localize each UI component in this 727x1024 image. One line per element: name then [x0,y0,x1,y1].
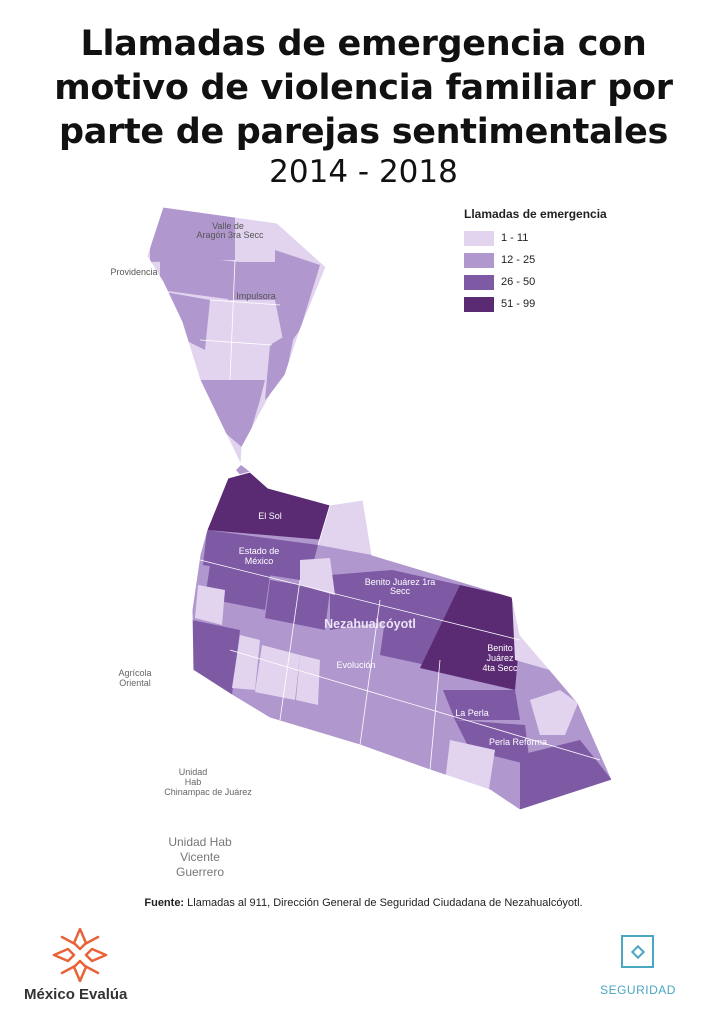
label-chinampac-line1: Unidad [179,767,208,777]
legend-swatch [464,296,494,312]
star-logo-icon [52,927,108,983]
map-legend: Llamadas de emergencia 1 - 11 12 - 25 26… [464,207,607,315]
seguridad-icon[interactable] [621,935,654,968]
zone-perla-reforma [455,720,530,765]
title-line-1: Llamadas de emergencia con [80,24,647,64]
label-vicente-line3: Guerrero [176,865,224,879]
legend-item: 51 - 99 [464,293,607,315]
zone-light-2 [255,645,300,700]
legend-swatch [464,274,494,290]
zone-south-tail [190,380,265,450]
zone-northwest [165,292,210,350]
zone-southwest [192,620,240,695]
label-chinampac-line3: Chinampac de Juárez [164,787,252,797]
zone-estado-mexico [203,530,318,580]
label-benito1-line2: Secc [390,586,411,596]
chart-subtitle: 2014 - 2018 [269,154,458,190]
zone-central-west [265,580,330,630]
zone-east-strip [265,330,295,400]
legend-swatch [464,252,494,268]
zone-light-3 [296,655,320,705]
zone-light-6 [530,690,578,735]
label-perla-reforma: Perla Reforma [489,737,547,747]
zone-light-5 [195,585,225,625]
legend-item: 1 - 11 [464,227,607,249]
legend-label: 51 - 99 [501,298,536,310]
legend-item: 26 - 50 [464,271,607,293]
label-el-sol: El Sol [258,511,282,521]
section-label[interactable]: SEGURIDAD [600,983,676,997]
zone-benito-juarez-4 [420,585,520,690]
legend-label: 1 - 11 [501,232,529,244]
south-outline [191,471,613,811]
label-benito4-line2: Juárez [486,653,514,663]
label-evolucion: Evolución [336,660,375,670]
zone-providencia [160,255,240,300]
label-vicente-line1: Unidad Hab [168,835,232,849]
south-region [192,472,612,810]
label-nezahualcoyotl: Nezahualcóyotl [324,617,416,631]
legend-label: 12 - 25 [501,254,536,266]
label-providencia: Providencia [110,267,157,277]
zone-el-sol [207,472,330,540]
label-agricola-line2: Oriental [119,678,151,688]
zone-light-4 [300,558,335,595]
label-benito1-line1: Benito Juárez 1ra [365,577,436,587]
label-estado-line2: México [245,556,274,566]
label-chinampac-line2: Hab [185,777,202,787]
zone-benito-juarez-1 [330,570,395,630]
source-text: Llamadas al 911, Dirección General de Se… [187,897,583,909]
north-region [147,207,326,465]
label-la-perla: La Perla [455,708,489,718]
label-agricola-line1: Agrícola [118,668,151,678]
zone-southeast-tip [520,740,612,810]
label-estado-line1: Estado de [239,546,280,556]
zone-valle-aragon [150,207,235,262]
label-benito4-line3: 4ta Secc [482,663,518,673]
north-outline [146,206,327,467]
zone-light-1 [232,635,260,690]
label-vicente-line2: Vicente [180,850,220,864]
zone-northeast [275,250,320,350]
title-line-3: parte de parejas sentimentales [58,112,669,152]
brand-name: México Evalúa [24,986,128,1003]
label-impulsora: Impulsora [236,291,276,301]
title-line-2: motivo de violencia familiar por [54,68,673,108]
choropleth-map: Valle de Aragón 3ra Secc Providencia Imp… [0,190,727,890]
legend-swatch [464,230,494,246]
label-valle-line1: Valle de [212,221,244,231]
source-note: Fuente: Llamadas al 911, Dirección Gener… [0,897,727,909]
zone-east-light [512,597,550,670]
legend-item: 12 - 25 [464,249,607,271]
source-prefix: Fuente: [144,897,185,909]
legend-title: Llamadas de emergencia [464,207,607,221]
legend-label: 26 - 50 [501,276,536,288]
zone-la-perla [443,690,520,720]
zone-impulsora [228,262,280,300]
label-benito4-line1: Benito [487,643,513,653]
label-valle-line2: Aragón 3ra Secc [196,230,264,240]
zone-el-sol-east [318,500,372,555]
diamond-icon [630,944,646,960]
chart-title: Llamadas de emergencia con motivo de vio… [0,22,727,154]
